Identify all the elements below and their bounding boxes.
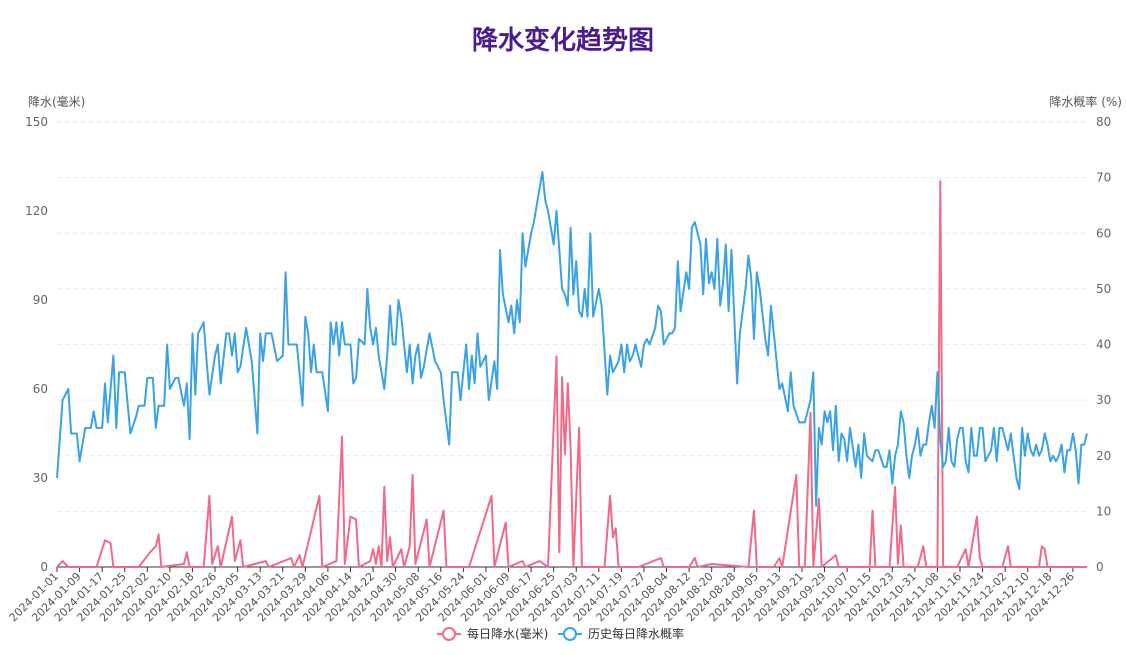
right-tick-label: 10 [1096, 504, 1111, 518]
legend-item-probability[interactable]: 历史每日降水概率 [558, 626, 684, 641]
series-line-probability [56, 171, 1088, 507]
chart-title: 降水变化趋势图 [472, 25, 654, 56]
right-tick-label: 40 [1096, 338, 1111, 352]
series-line-precipitation [56, 180, 1087, 568]
left-tick-label: 90 [33, 293, 48, 307]
right-axis-ticks: 0 10 20 30 40 50 60 70 80 [1096, 115, 1111, 574]
right-tick-label: 50 [1096, 282, 1111, 296]
series-lines [56, 171, 1088, 568]
right-tick-label: 60 [1096, 226, 1111, 240]
right-tick-label: 70 [1096, 171, 1111, 185]
legend: 每日降水(毫米) 历史每日降水概率 [437, 626, 684, 641]
left-tick-label: 120 [25, 204, 48, 218]
legend-item-precipitation[interactable]: 每日降水(毫米) [437, 626, 548, 641]
left-tick-label: 60 [33, 382, 48, 396]
left-tick-label: 0 [40, 560, 48, 574]
left-tick-label: 30 [33, 471, 48, 485]
right-axis-label: 降水概率 (%) [1049, 94, 1122, 109]
left-axis-ticks: 0 30 60 90 120 150 [25, 115, 48, 574]
right-tick-label: 30 [1096, 393, 1111, 407]
x-axis-ticks: 2024-01-012024-01-092024-01-172024-01-25… [7, 567, 1077, 624]
right-tick-label: 0 [1096, 560, 1104, 574]
grid-lines [57, 121, 1087, 512]
legend-label-probability: 历史每日降水概率 [588, 626, 684, 641]
left-axis-label: 降水(毫米) [28, 94, 85, 109]
right-tick-label: 20 [1096, 449, 1111, 463]
legend-label-precipitation: 每日降水(毫米) [467, 626, 548, 641]
right-tick-label: 80 [1096, 115, 1111, 129]
left-tick-label: 150 [25, 115, 48, 129]
